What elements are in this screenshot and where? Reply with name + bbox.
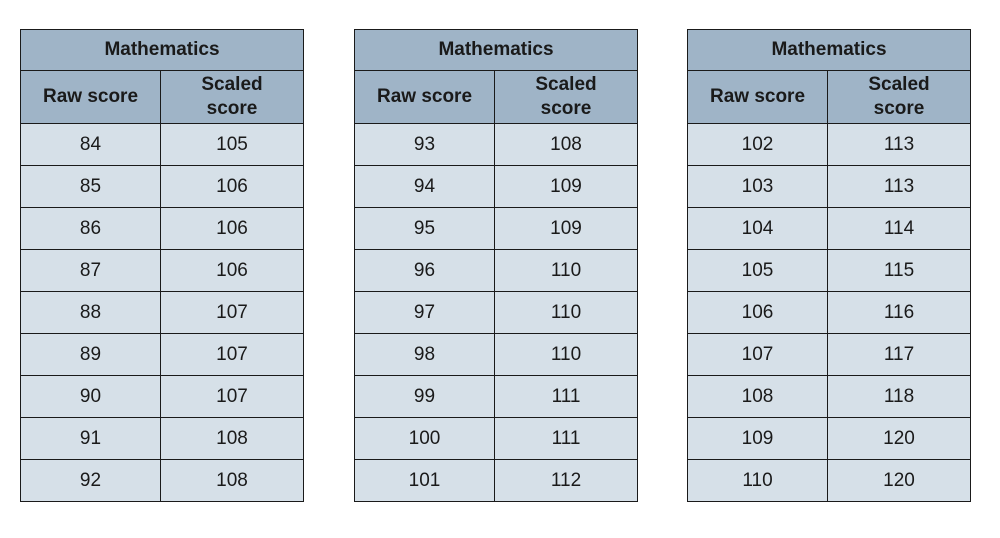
column-header-scaled-line-2: score	[540, 98, 592, 119]
scaled-score-cell: 117	[826, 333, 972, 376]
scaled-score-cell: 105	[159, 123, 305, 166]
table-row: 85 106	[20, 165, 305, 208]
scaled-score-cell: 108	[159, 417, 305, 460]
scaled-score-cell: 107	[159, 291, 305, 334]
raw-score-cell: 93	[354, 123, 495, 166]
scaled-score-cell: 118	[826, 375, 972, 418]
scaled-score-cell: 107	[159, 333, 305, 376]
column-header-scaled-score: Scaled score	[159, 70, 305, 124]
raw-score-cell: 96	[354, 249, 495, 292]
table-row: 104 114	[687, 207, 972, 250]
scaled-score-cell: 110	[493, 333, 639, 376]
table-row: 94 109	[354, 165, 639, 208]
raw-score-cell: 97	[354, 291, 495, 334]
table-row: 84 105	[20, 123, 305, 166]
table-row: 96 110	[354, 249, 639, 292]
table-row: 101 112	[354, 459, 639, 502]
scaled-score-cell: 112	[493, 459, 639, 502]
raw-score-cell: 95	[354, 207, 495, 250]
scaled-score-cell: 108	[493, 123, 639, 166]
column-header-scaled-line-1: Scaled	[868, 74, 930, 95]
scaled-score-cell: 116	[826, 291, 972, 334]
table-row: 106 116	[687, 291, 972, 334]
scaled-score-cell: 110	[493, 249, 639, 292]
raw-score-cell: 103	[687, 165, 828, 208]
raw-score-cell: 90	[20, 375, 161, 418]
column-header-scaled-line-2: score	[206, 98, 258, 119]
table-row: 92 108	[20, 459, 305, 502]
table-row: 109 120	[687, 417, 972, 460]
table-row: 93 108	[354, 123, 639, 166]
raw-score-cell: 84	[20, 123, 161, 166]
column-header-scaled-line-2: score	[873, 98, 925, 119]
score-table: Mathematics Raw score Scaled score 84 105 85 10…	[19, 29, 305, 502]
raw-score-cell: 110	[687, 459, 828, 502]
table-title: Mathematics	[19, 29, 305, 71]
table-row: 103 113	[687, 165, 972, 208]
column-header-scaled-line-1: Scaled	[201, 74, 263, 95]
table-title: Mathematics	[353, 29, 639, 71]
scaled-score-cell: 108	[159, 459, 305, 502]
table-row: 95 109	[354, 207, 639, 250]
raw-score-cell: 87	[20, 249, 161, 292]
raw-score-cell: 91	[20, 417, 161, 460]
raw-score-cell: 89	[20, 333, 161, 376]
table-row: 89 107	[20, 333, 305, 376]
table-row: 107 117	[687, 333, 972, 376]
table-title: Mathematics	[686, 29, 972, 71]
score-table: Mathematics Raw score Scaled score 102 113 103…	[686, 29, 972, 502]
table-row: 110 120	[687, 459, 972, 502]
column-header-raw-score: Raw score	[687, 70, 828, 124]
raw-score-cell: 102	[687, 123, 828, 166]
table-row: 86 106	[20, 207, 305, 250]
table-row: 108 118	[687, 375, 972, 418]
raw-score-cell: 108	[687, 375, 828, 418]
column-header-raw-score: Raw score	[20, 70, 161, 124]
scaled-score-cell: 106	[159, 207, 305, 250]
table-row: 87 106	[20, 249, 305, 292]
raw-score-cell: 105	[687, 249, 828, 292]
column-header-scaled-line-1: Scaled	[535, 74, 597, 95]
column-header-raw-score: Raw score	[354, 70, 495, 124]
scaled-score-cell: 114	[826, 207, 972, 250]
scaled-score-cell: 109	[493, 207, 639, 250]
table-row: 98 110	[354, 333, 639, 376]
scaled-score-cell: 106	[159, 165, 305, 208]
scaled-score-cell: 120	[826, 417, 972, 460]
raw-score-cell: 92	[20, 459, 161, 502]
raw-score-cell: 100	[354, 417, 495, 460]
raw-score-cell: 101	[354, 459, 495, 502]
scaled-score-cell: 113	[826, 165, 972, 208]
table-row: 90 107	[20, 375, 305, 418]
raw-score-cell: 86	[20, 207, 161, 250]
table-row: 105 115	[687, 249, 972, 292]
raw-score-cell: 85	[20, 165, 161, 208]
raw-score-cell: 107	[687, 333, 828, 376]
raw-score-cell: 94	[354, 165, 495, 208]
raw-score-cell: 88	[20, 291, 161, 334]
scaled-score-cell: 106	[159, 249, 305, 292]
table-row: 102 113	[687, 123, 972, 166]
raw-score-cell: 104	[687, 207, 828, 250]
scaled-score-cell: 120	[826, 459, 972, 502]
raw-score-cell: 98	[354, 333, 495, 376]
scaled-score-cell: 110	[493, 291, 639, 334]
scaled-score-cell: 109	[493, 165, 639, 208]
scaled-score-cell: 111	[493, 375, 639, 418]
table-row: 91 108	[20, 417, 305, 460]
raw-score-cell: 106	[687, 291, 828, 334]
score-table: Mathematics Raw score Scaled score 93 108 94 10…	[353, 29, 639, 502]
scaled-score-cell: 107	[159, 375, 305, 418]
table-row: 100 111	[354, 417, 639, 460]
scaled-score-cell: 111	[493, 417, 639, 460]
raw-score-cell: 99	[354, 375, 495, 418]
table-row: 97 110	[354, 291, 639, 334]
column-header-scaled-score: Scaled score	[826, 70, 972, 124]
table-row: 99 111	[354, 375, 639, 418]
column-header-scaled-score: Scaled score	[493, 70, 639, 124]
raw-score-cell: 109	[687, 417, 828, 460]
scaled-score-cell: 115	[826, 249, 972, 292]
scaled-score-cell: 113	[826, 123, 972, 166]
table-row: 88 107	[20, 291, 305, 334]
